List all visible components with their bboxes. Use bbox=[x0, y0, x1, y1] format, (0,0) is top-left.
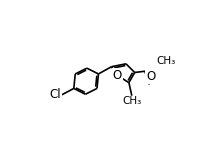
Text: Cl: Cl bbox=[50, 88, 62, 102]
Text: O: O bbox=[146, 70, 155, 83]
Text: O: O bbox=[113, 69, 122, 82]
Text: CH₃: CH₃ bbox=[157, 56, 176, 66]
Text: CH₃: CH₃ bbox=[122, 96, 141, 106]
